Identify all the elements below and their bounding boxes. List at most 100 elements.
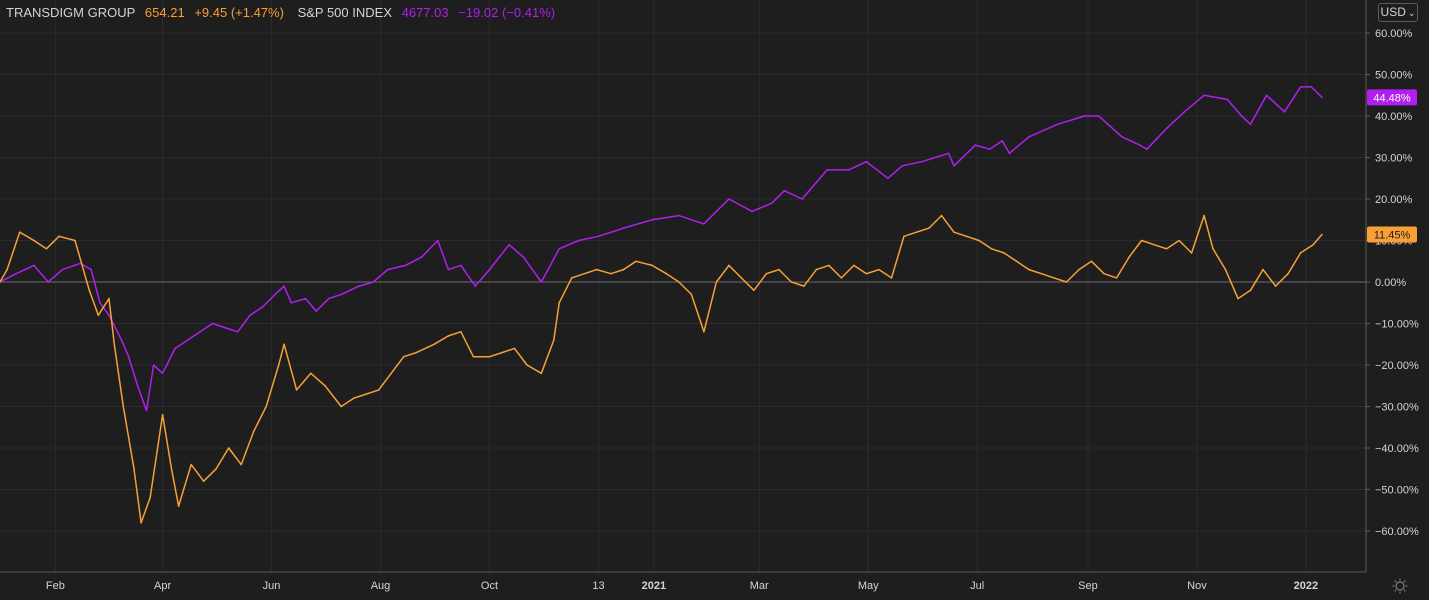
data-point: [88, 289, 91, 292]
data-point: [224, 326, 226, 329]
data-point: [1115, 277, 1118, 279]
data-point: [310, 372, 312, 375]
data-point: [1203, 94, 1205, 97]
data-point: [6, 268, 8, 271]
data-point: [1001, 140, 1004, 142]
data-point: [1262, 268, 1264, 271]
data-point: [1165, 248, 1168, 250]
data-point: [1190, 252, 1193, 254]
data-point: [283, 343, 285, 346]
y-tick-label: −60.00%: [1375, 526, 1419, 538]
data-point: [1140, 239, 1143, 242]
data-point: [887, 177, 889, 180]
data-point: [140, 521, 142, 524]
legend-spx-name[interactable]: S&P 500 INDEX: [297, 5, 392, 20]
data-point: [1310, 86, 1313, 88]
data-point: [665, 272, 668, 275]
data-point: [460, 331, 462, 333]
data-point: [133, 467, 135, 470]
data-point: [170, 467, 173, 470]
data-point: [890, 277, 893, 279]
data-point: [1212, 248, 1214, 250]
plot-area[interactable]: [0, 86, 1323, 524]
data-point: [1203, 214, 1205, 217]
data-point: [815, 268, 818, 271]
data-point: [878, 268, 880, 271]
data-point: [261, 306, 264, 308]
data-point: [61, 268, 64, 271]
data-point: [177, 505, 180, 507]
data-point: [1103, 272, 1105, 275]
legend-tdg-name[interactable]: TRANSDIGM GROUP: [6, 5, 136, 20]
data-point: [415, 351, 418, 354]
y-tick-label: −10.00%: [1375, 319, 1419, 331]
data-point: [953, 231, 955, 233]
currency-button[interactable]: USD ⌄: [1378, 3, 1418, 22]
data-point: [622, 268, 625, 271]
data-point: [570, 277, 573, 279]
chart-legend: TRANSDIGM GROUP 654.21 +9.45 (+1.47%) S&…: [6, 5, 561, 20]
data-point: [501, 351, 503, 354]
data-point: [190, 463, 192, 466]
y-tick-label: −20.00%: [1375, 360, 1419, 372]
data-point: [215, 467, 217, 470]
data-point: [595, 268, 598, 271]
last-value-badge: [1367, 226, 1417, 243]
price-axis[interactable]: 60.00%50.00%40.00%30.00%20.00%10.00%0.00…: [1366, 28, 1419, 538]
x-tick-label: Sep: [1078, 580, 1098, 592]
data-point: [1299, 252, 1302, 254]
data-point: [801, 198, 803, 200]
data-point: [377, 389, 380, 391]
data-point: [728, 198, 730, 200]
data-point: [249, 314, 251, 317]
data-point: [1274, 285, 1277, 287]
data-point: [1003, 252, 1005, 254]
data-point: [803, 285, 805, 287]
data-point: [558, 248, 560, 250]
data-point: [1299, 86, 1302, 88]
data-point: [472, 355, 475, 358]
data-point: [265, 405, 267, 408]
data-point: [1312, 243, 1314, 246]
data-point: [678, 214, 680, 217]
data-point: [327, 297, 330, 300]
data-point: [826, 169, 828, 171]
data-point: [227, 447, 230, 449]
data-point: [1056, 123, 1059, 126]
data-point: [365, 393, 368, 395]
spx-series-line[interactable]: [0, 86, 1323, 412]
data-point: [1153, 243, 1155, 246]
x-tick-label: Nov: [1187, 580, 1207, 592]
data-point: [99, 301, 101, 304]
data-point: [274, 293, 276, 296]
data-point: [372, 281, 375, 283]
data-point: [236, 331, 239, 333]
data-point: [1178, 239, 1180, 242]
data-point: [940, 214, 943, 217]
data-point: [610, 272, 612, 275]
data-point: [578, 239, 580, 242]
time-axis[interactable]: Feb Apr Jun Aug Oct 13 2021 Mar May Jul Sep Nov 2022: [46, 580, 1318, 592]
x-tick-label: Feb: [46, 580, 65, 592]
tdg-series-line[interactable]: [0, 214, 1323, 524]
data-point: [290, 301, 292, 304]
data-point: [1121, 135, 1123, 138]
legend-spx-change: −19.02 (−0.41%): [458, 5, 556, 20]
data-point: [1008, 152, 1011, 155]
data-point: [928, 227, 930, 229]
data-point: [120, 339, 123, 341]
gear-icon[interactable]: [1391, 577, 1409, 595]
data-point: [953, 165, 955, 167]
data-point: [295, 389, 298, 391]
data-point: [436, 239, 439, 242]
data-point: [865, 272, 868, 275]
data-point: [558, 301, 560, 304]
x-tick-label: 2022: [1294, 580, 1318, 592]
data-point: [447, 268, 450, 271]
data-point: [136, 384, 139, 387]
data-point: [597, 235, 600, 238]
data-point: [199, 331, 201, 333]
data-point: [847, 169, 850, 171]
data-point: [1083, 115, 1086, 117]
data-point: [990, 248, 993, 250]
